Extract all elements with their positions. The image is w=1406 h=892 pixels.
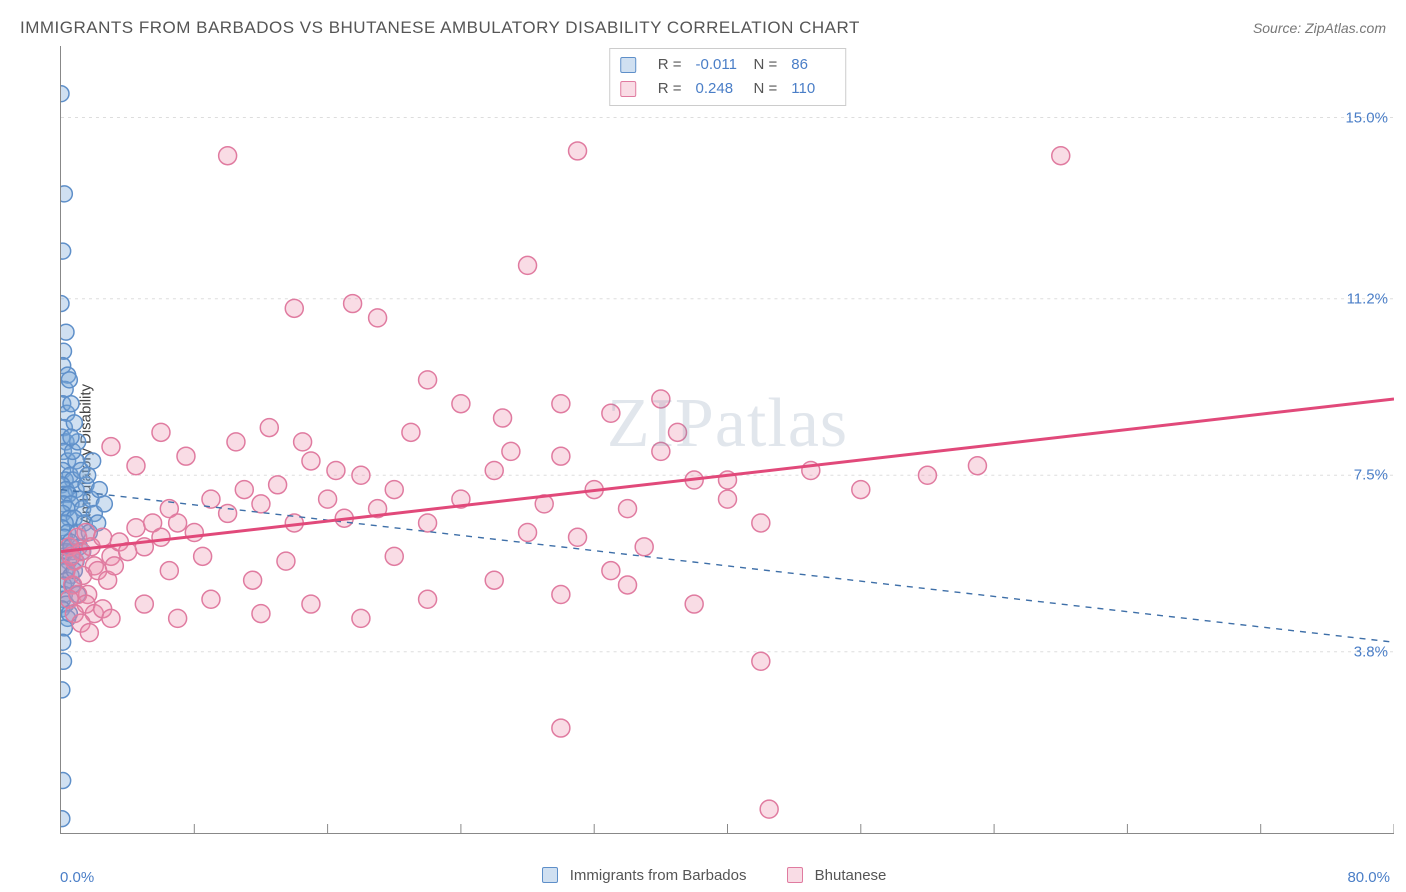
swatch-series1-icon [542,867,558,883]
swatch-series2-icon [620,81,636,97]
plot-area: ZIPatlas R = -0.011 N = 86 R = 0.248 N =… [60,46,1394,834]
legend-item-1: Immigrants from Barbados [542,867,747,884]
r-label: R = [658,53,682,77]
r-value-2: 0.248 [696,77,740,101]
y-tick-label: 7.5% [1354,467,1388,484]
swatch-series1-icon [620,57,636,73]
scatter-svg [61,46,1394,833]
legend-item-2: Bhutanese [787,867,887,884]
y-tick-label: 15.0% [1345,109,1388,126]
n-value-2: 110 [791,77,835,101]
swatch-series2-icon [787,867,803,883]
n-label: N = [754,53,778,77]
r-value-1: -0.011 [696,53,740,77]
y-tick-label: 11.2% [1347,290,1388,307]
stats-row-1: R = -0.011 N = 86 [620,53,836,77]
bottom-legend: Immigrants from Barbados Bhutanese [34,867,1394,884]
r-label: R = [658,77,682,101]
n-value-1: 86 [791,53,835,77]
chart-source: Source: ZipAtlas.com [1253,20,1386,36]
source-prefix: Source: [1253,20,1305,36]
stats-row-2: R = 0.248 N = 110 [620,77,836,101]
chart-header: IMMIGRANTS FROM BARBADOS VS BHUTANESE AM… [20,18,1386,38]
chart-title: IMMIGRANTS FROM BARBADOS VS BHUTANESE AM… [20,18,860,38]
y-tick-label: 3.8% [1354,643,1388,660]
chart-area: Ambulatory Disability ZIPatlas R = -0.01… [34,46,1394,862]
legend-label-1: Immigrants from Barbados [570,867,747,884]
n-label: N = [754,77,778,101]
legend-label-2: Bhutanese [815,867,887,884]
source-name: ZipAtlas.com [1305,20,1386,36]
stats-legend: R = -0.011 N = 86 R = 0.248 N = 110 [609,48,847,106]
